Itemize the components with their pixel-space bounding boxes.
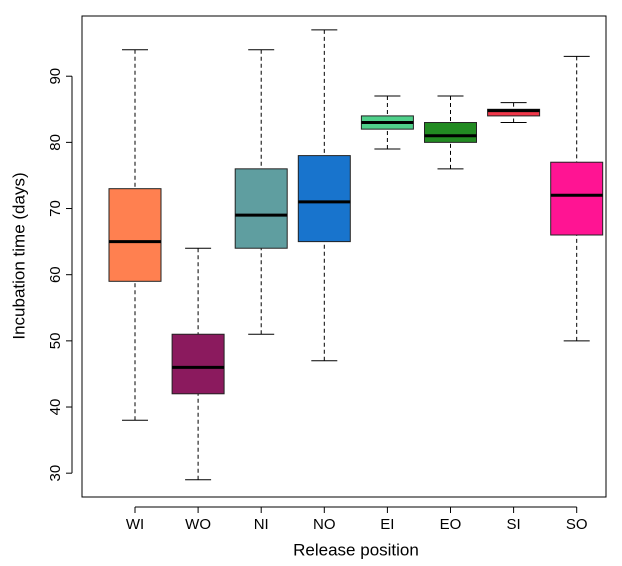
y-tick-label: 30 xyxy=(47,465,64,482)
box xyxy=(297,155,351,243)
y-tick-label: 80 xyxy=(47,134,64,151)
box xyxy=(234,168,288,249)
y-tick-label: 40 xyxy=(47,399,64,416)
x-axis-title: Release position xyxy=(293,540,419,559)
x-tick-label: WO xyxy=(185,516,211,533)
y-tick-label: 50 xyxy=(47,333,64,350)
x-tick-label: NO xyxy=(313,516,336,533)
y-axis-title: Incubation time (days) xyxy=(9,172,28,339)
y-tick-label: 90 xyxy=(47,68,64,85)
y-tick-label: 60 xyxy=(47,266,64,283)
box xyxy=(424,122,477,143)
x-tick-label: EI xyxy=(380,516,394,533)
x-tick-label: WI xyxy=(126,516,144,533)
box xyxy=(171,333,225,395)
x-tick-label: SI xyxy=(507,516,521,533)
x-tick-label: NI xyxy=(254,516,269,533)
box xyxy=(550,161,604,236)
y-tick-label: 70 xyxy=(47,200,64,217)
plot-frame xyxy=(81,15,607,498)
x-tick-label: SO xyxy=(566,516,588,533)
x-tick-label: EO xyxy=(440,516,462,533)
box xyxy=(108,188,162,282)
